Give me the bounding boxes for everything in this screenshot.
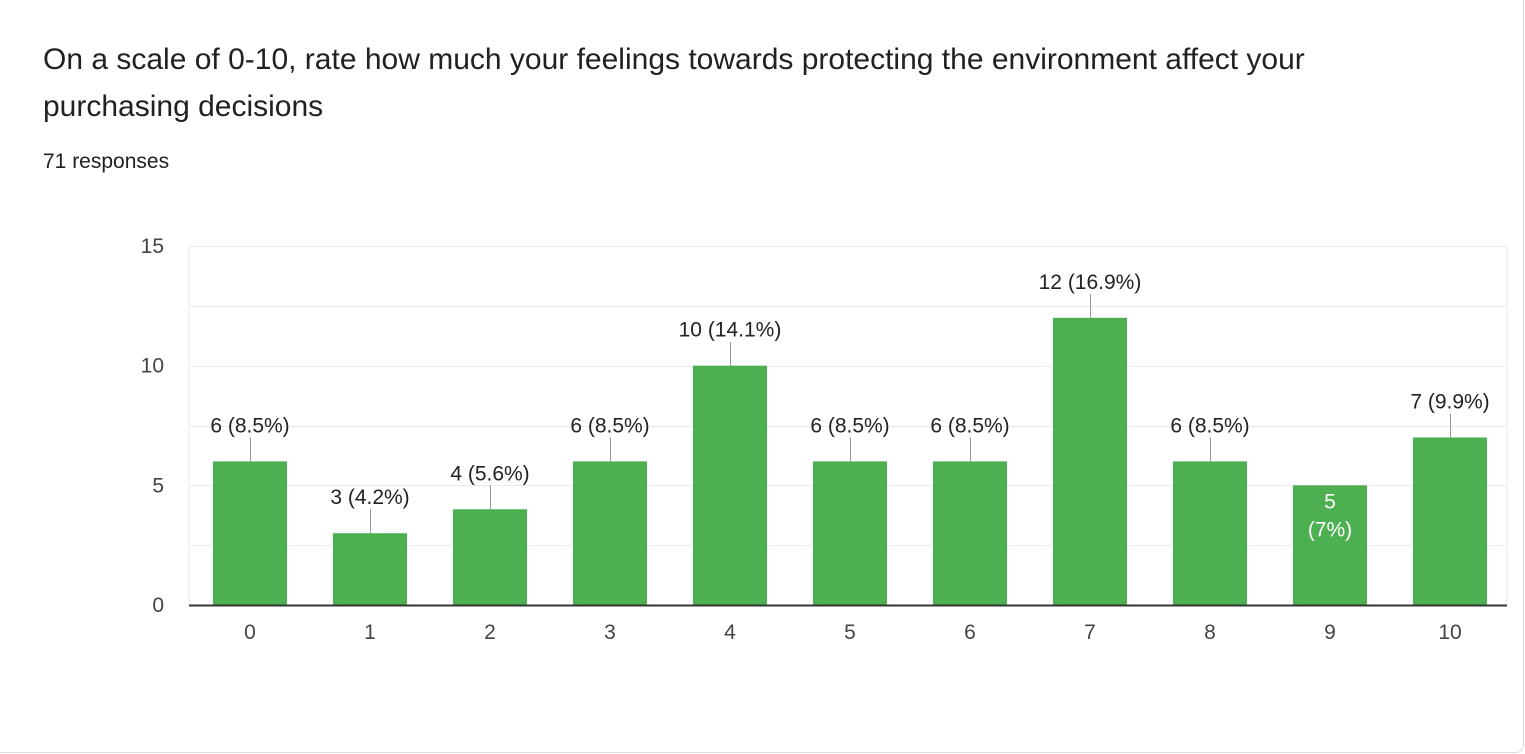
data-label: 6 (8.5%): [810, 414, 889, 437]
x-tick-label: 4: [724, 621, 736, 644]
y-tick-label: 5: [152, 474, 164, 497]
bar: [813, 461, 887, 605]
x-tick-label: 8: [1204, 621, 1216, 644]
data-label: 4 (5.6%): [450, 462, 529, 485]
data-label: 3 (4.2%): [330, 486, 409, 509]
x-tick-label: 3: [604, 621, 616, 644]
y-tick-label: 0: [152, 594, 164, 617]
bar: [1053, 317, 1127, 605]
x-tick-label: 0: [244, 621, 256, 644]
x-tick-label: 2: [484, 621, 496, 644]
bar: [1173, 461, 1247, 605]
data-label: 12 (16.9%): [1039, 271, 1142, 294]
bar: [693, 365, 767, 605]
data-label: 5: [1324, 490, 1336, 513]
data-label-line2: (7%): [1308, 518, 1352, 541]
data-label: 10 (14.1%): [679, 319, 782, 342]
x-tick-label: 6: [964, 621, 976, 644]
data-label: 6 (8.5%): [210, 414, 289, 437]
response-count: 71 responses: [43, 150, 170, 173]
data-label: 6 (8.5%): [930, 414, 1009, 437]
data-label: 6 (8.5%): [1170, 414, 1249, 437]
y-tick-label: 15: [141, 235, 164, 258]
x-tick-label: 1: [364, 621, 376, 644]
x-tick-label: 10: [1438, 621, 1461, 644]
bar: [453, 509, 527, 605]
x-tick-label: 9: [1324, 621, 1336, 644]
bar: [933, 461, 1007, 605]
x-tick-label: 7: [1084, 621, 1096, 644]
bar: [1293, 485, 1367, 605]
data-label: 6 (8.5%): [570, 414, 649, 437]
x-tick-label: 5: [844, 621, 856, 644]
y-tick-label: 10: [141, 355, 164, 378]
data-label: 7 (9.9%): [1410, 390, 1489, 413]
bar: [1413, 437, 1487, 605]
bar: [573, 461, 647, 605]
bar: [333, 533, 407, 605]
bar: [213, 461, 287, 605]
question-title: On a scale of 0-10, rate how much your f…: [43, 43, 1305, 123]
